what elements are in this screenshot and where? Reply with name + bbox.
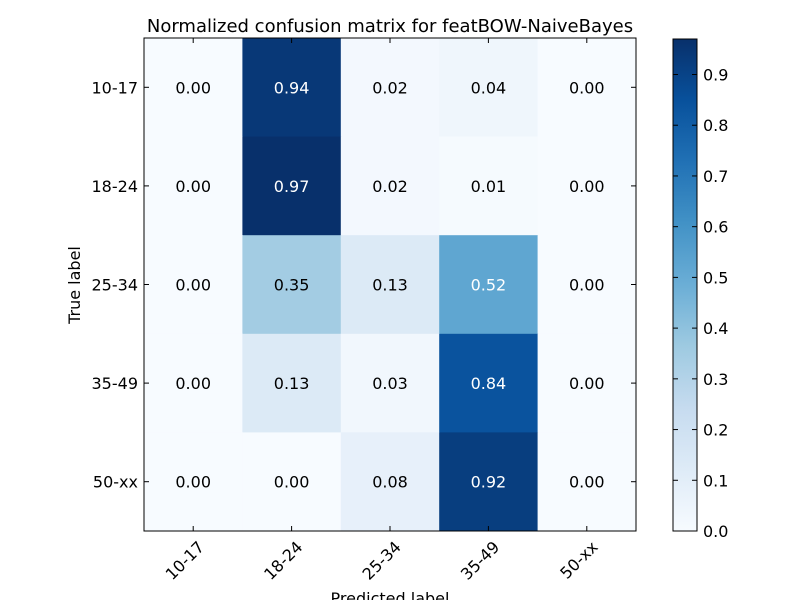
cell-value-label: 0.00 <box>569 78 605 97</box>
cell-value-label: 0.00 <box>569 276 605 295</box>
colorbar-tick-label: 0.1 <box>703 471 728 490</box>
heatmap-cell <box>144 432 243 532</box>
cell-value-label: 0.92 <box>471 473 507 492</box>
cell-value-label: 0.02 <box>372 78 408 97</box>
y-axis-ticks: 10-17 18-24 25-34 35-49 50-xx <box>92 78 636 492</box>
x-tick-label: 35-49 <box>457 537 503 583</box>
colorbar <box>672 38 698 532</box>
colorbar-tick-label: 0.8 <box>703 116 728 135</box>
cell-value-label: 0.52 <box>471 276 507 295</box>
heatmap-cell <box>439 432 539 532</box>
y-tick-label: 25-34 <box>92 276 139 295</box>
chart-title: Normalized confusion matrix for featBOW-… <box>147 16 633 37</box>
cell-value-label: 0.03 <box>372 374 408 393</box>
colorbar-tick-label: 0.4 <box>703 319 728 338</box>
cell-value-label: 0.00 <box>175 374 211 393</box>
cell-value-label: 0.00 <box>569 177 605 196</box>
heatmap-cell <box>144 136 243 236</box>
heatmap-cell <box>144 235 243 335</box>
x-tick-label: 10-17 <box>162 537 208 583</box>
heatmap-cell <box>537 38 637 138</box>
heatmap-cell <box>144 333 243 433</box>
colorbar-tick-label: 0.0 <box>703 522 728 541</box>
y-tick-label: 35-49 <box>92 374 139 393</box>
cell-value-label: 0.97 <box>274 177 310 196</box>
heatmap-cell <box>537 333 637 433</box>
cell-value-label: 0.94 <box>274 78 310 97</box>
x-tick-label: 50-xx <box>556 537 601 582</box>
cell-value-label: 0.00 <box>175 473 211 492</box>
x-tick-label: 18-24 <box>260 537 306 583</box>
y-tick-label: 50-xx <box>93 473 138 492</box>
cell-value-label: 0.84 <box>471 374 507 393</box>
heatmap-cell <box>340 432 440 532</box>
colorbar-tick-label: 0.3 <box>703 370 728 389</box>
colorbar-ticks: 0.0 0.1 0.2 0.3 0.4 0.5 0.6 0.7 0.8 0.9 <box>673 66 728 541</box>
cell-value-label: 0.00 <box>175 78 211 97</box>
heatmap-cell <box>537 235 637 335</box>
cell-value-label: 0.04 <box>471 78 507 97</box>
cell-value-label: 0.00 <box>175 276 211 295</box>
colorbar-tick-label: 0.7 <box>703 167 728 186</box>
colorbar-tick-label: 0.2 <box>703 421 728 440</box>
y-axis-label: True label <box>65 246 84 325</box>
heatmap-cell <box>340 38 440 138</box>
cell-value-label: 0.02 <box>372 177 408 196</box>
heatmap-cell <box>340 136 440 236</box>
cell-value-label: 0.01 <box>471 177 507 196</box>
heatmap-cell <box>439 136 539 236</box>
heatmap-cell <box>242 136 342 236</box>
colorbar-tick-label: 0.6 <box>703 218 728 237</box>
heatmap-cells <box>144 38 637 532</box>
x-tick-label: 25-34 <box>359 537 405 583</box>
y-tick-label: 18-24 <box>92 177 139 196</box>
cell-value-label: 0.00 <box>569 473 605 492</box>
heatmap-cell-labels: 0.00 0.94 0.02 0.04 0.00 0.00 0.97 0.02 0.01 0.00… <box>175 78 604 491</box>
cell-value-label: 0.00 <box>175 177 211 196</box>
heatmap-cell <box>340 333 440 433</box>
colorbar-tick-label: 0.5 <box>703 268 728 287</box>
cell-value-label: 0.35 <box>274 276 310 295</box>
cell-value-label: 0.13 <box>274 374 310 393</box>
heatmap-cell <box>537 136 637 236</box>
heatmap-cell <box>439 333 539 433</box>
heatmap-cell <box>242 432 342 532</box>
heatmap-cell <box>340 235 440 335</box>
heatmap-cell <box>537 432 637 532</box>
cell-value-label: 0.08 <box>372 473 408 492</box>
heatmap-cell <box>144 38 243 138</box>
heatmap-cell <box>242 333 342 433</box>
x-axis-label: Predicted label <box>331 589 450 600</box>
y-tick-label: 10-17 <box>92 78 139 97</box>
cell-value-label: 0.00 <box>274 473 310 492</box>
heatmap-cell <box>242 38 342 138</box>
cell-value-label: 0.13 <box>372 276 408 295</box>
colorbar-tick-label: 0.9 <box>703 66 728 85</box>
cell-value-label: 0.00 <box>569 374 605 393</box>
heatmap-cell <box>439 38 539 138</box>
heatmap-cell <box>242 235 342 335</box>
heatmap-cell <box>439 235 539 335</box>
